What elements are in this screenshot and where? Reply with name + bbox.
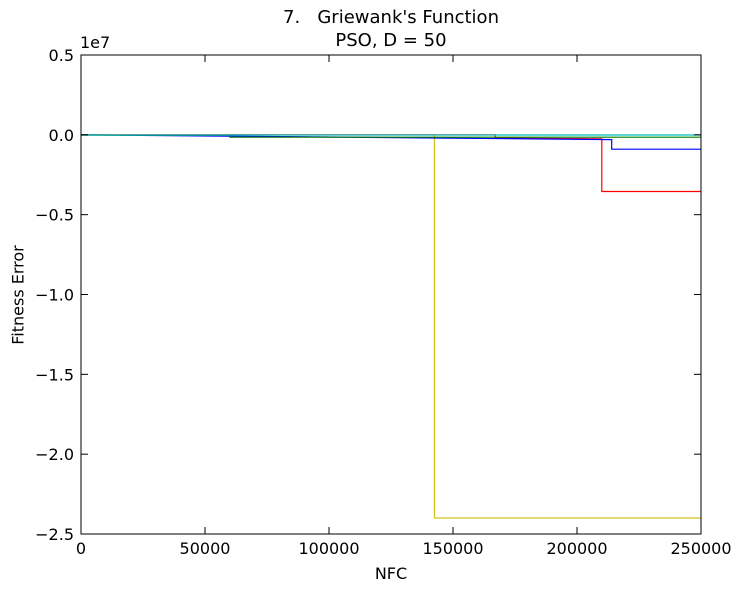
y-tick-label: 0.0 [49, 126, 74, 145]
x-tick-label: 0 [76, 539, 86, 558]
y-tick-label: −2.5 [35, 525, 74, 544]
axes-frame [80, 54, 702, 535]
y-axis-offset-label: 1e7 [80, 33, 111, 52]
x-tick-label: 250000 [670, 539, 731, 558]
y-tick-label: −1.5 [35, 365, 74, 384]
chart-subtitle: PSO, D = 50 [335, 30, 447, 51]
x-tick-label: 50000 [180, 539, 231, 558]
y-axis-label: Fitness Error [8, 245, 28, 345]
y-tick-label: 0.5 [49, 46, 74, 65]
y-tick-label: −1.0 [35, 286, 74, 305]
y-tick-label: −2.0 [35, 445, 74, 464]
x-axis-label: NFC [374, 564, 408, 583]
x-tick-label: 200000 [546, 539, 607, 558]
series-line-1 [81, 134, 701, 193]
series-line-0 [81, 134, 701, 519]
x-tick-label: 100000 [298, 539, 359, 558]
x-tick-label: 150000 [422, 539, 483, 558]
chart-title: 7. Griewank's Function [283, 7, 499, 28]
y-tick-label: −0.5 [35, 206, 74, 225]
